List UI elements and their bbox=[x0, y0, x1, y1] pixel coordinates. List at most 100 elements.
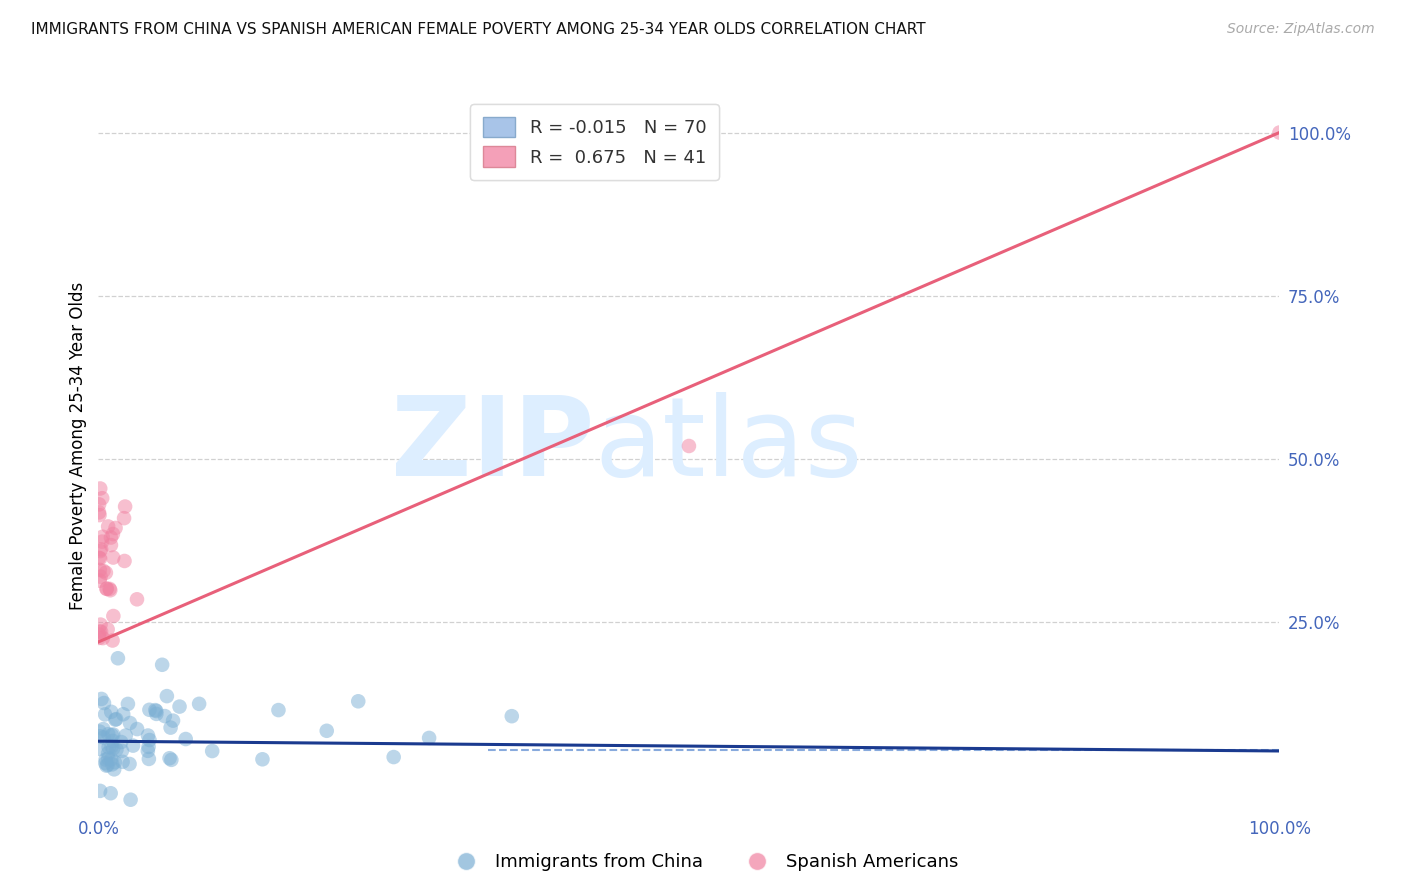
Point bbox=[90, 624, 112, 639]
Point bbox=[136, 729, 159, 743]
Point bbox=[100, 531, 122, 545]
Point bbox=[100, 705, 122, 719]
Point bbox=[89, 784, 111, 798]
Point bbox=[174, 731, 197, 746]
Point bbox=[162, 714, 184, 728]
Point bbox=[112, 511, 135, 525]
Point bbox=[100, 786, 122, 800]
Text: IMMIGRANTS FROM CHINA VS SPANISH AMERICAN FEMALE POVERTY AMONG 25-34 YEAR OLDS C: IMMIGRANTS FROM CHINA VS SPANISH AMERICA… bbox=[31, 22, 925, 37]
Point bbox=[150, 657, 173, 672]
Point bbox=[127, 722, 149, 736]
Point bbox=[252, 752, 274, 766]
Point bbox=[90, 570, 112, 584]
Point bbox=[100, 752, 122, 766]
Point bbox=[347, 694, 370, 708]
Point bbox=[94, 756, 117, 770]
Point bbox=[1268, 126, 1291, 140]
Point bbox=[89, 574, 111, 588]
Point bbox=[103, 741, 125, 756]
Point bbox=[100, 739, 122, 754]
Point bbox=[138, 703, 160, 717]
Point bbox=[105, 742, 128, 756]
Point bbox=[103, 609, 125, 624]
Point bbox=[160, 753, 183, 767]
Point bbox=[97, 519, 120, 533]
Point bbox=[169, 699, 191, 714]
Point bbox=[89, 742, 111, 756]
Point bbox=[90, 617, 112, 632]
Point bbox=[136, 744, 159, 758]
Point bbox=[98, 583, 121, 598]
Point bbox=[101, 550, 124, 565]
Point bbox=[97, 758, 120, 772]
Point bbox=[89, 624, 111, 639]
Point bbox=[87, 631, 110, 645]
Point bbox=[89, 482, 111, 496]
Point bbox=[101, 734, 124, 748]
Point bbox=[89, 544, 111, 558]
Point bbox=[93, 564, 115, 578]
Point bbox=[101, 757, 124, 772]
Point bbox=[90, 542, 112, 557]
Point bbox=[111, 744, 134, 758]
Point bbox=[145, 704, 167, 718]
Point bbox=[201, 744, 224, 758]
Text: Source: ZipAtlas.com: Source: ZipAtlas.com bbox=[1227, 22, 1375, 37]
Point bbox=[91, 631, 114, 645]
Point bbox=[153, 709, 176, 723]
Point bbox=[114, 554, 136, 568]
Point bbox=[87, 627, 110, 641]
Point bbox=[101, 633, 124, 648]
Point bbox=[138, 739, 160, 754]
Point bbox=[93, 696, 115, 710]
Text: ZIP: ZIP bbox=[391, 392, 595, 500]
Point bbox=[91, 722, 114, 736]
Point bbox=[118, 716, 141, 731]
Point bbox=[122, 739, 145, 753]
Point bbox=[101, 727, 124, 741]
Point bbox=[678, 439, 700, 453]
Point bbox=[89, 729, 111, 743]
Point bbox=[97, 727, 120, 741]
Point bbox=[112, 707, 135, 722]
Point bbox=[143, 703, 166, 717]
Point bbox=[267, 703, 290, 717]
Point bbox=[97, 751, 120, 765]
Point bbox=[89, 508, 111, 522]
Point bbox=[94, 707, 117, 722]
Point bbox=[96, 582, 118, 596]
Point bbox=[114, 729, 136, 743]
Point bbox=[107, 651, 129, 665]
Point bbox=[111, 755, 134, 769]
Legend: Immigrants from China, Spanish Americans: Immigrants from China, Spanish Americans bbox=[440, 847, 966, 879]
Point bbox=[125, 592, 148, 607]
Point bbox=[91, 491, 114, 506]
Point bbox=[145, 706, 167, 721]
Point bbox=[117, 697, 139, 711]
Point bbox=[188, 697, 211, 711]
Point bbox=[96, 758, 118, 772]
Point bbox=[159, 721, 181, 735]
Point bbox=[110, 735, 132, 749]
Point bbox=[101, 527, 124, 541]
Text: atlas: atlas bbox=[595, 392, 863, 500]
Point bbox=[97, 623, 120, 637]
Point bbox=[120, 793, 142, 807]
Point bbox=[159, 751, 181, 765]
Point bbox=[104, 756, 127, 770]
Point bbox=[382, 750, 405, 764]
Point bbox=[91, 530, 114, 544]
Point bbox=[87, 505, 110, 519]
Point bbox=[138, 733, 160, 747]
Point bbox=[89, 551, 111, 566]
Point bbox=[138, 752, 160, 766]
Point bbox=[94, 753, 117, 767]
Point bbox=[103, 762, 125, 776]
Point bbox=[118, 756, 141, 771]
Point bbox=[97, 746, 120, 760]
Point bbox=[104, 713, 127, 727]
Point bbox=[315, 723, 337, 738]
Point bbox=[89, 724, 111, 739]
Point bbox=[501, 709, 523, 723]
Point bbox=[418, 731, 440, 745]
